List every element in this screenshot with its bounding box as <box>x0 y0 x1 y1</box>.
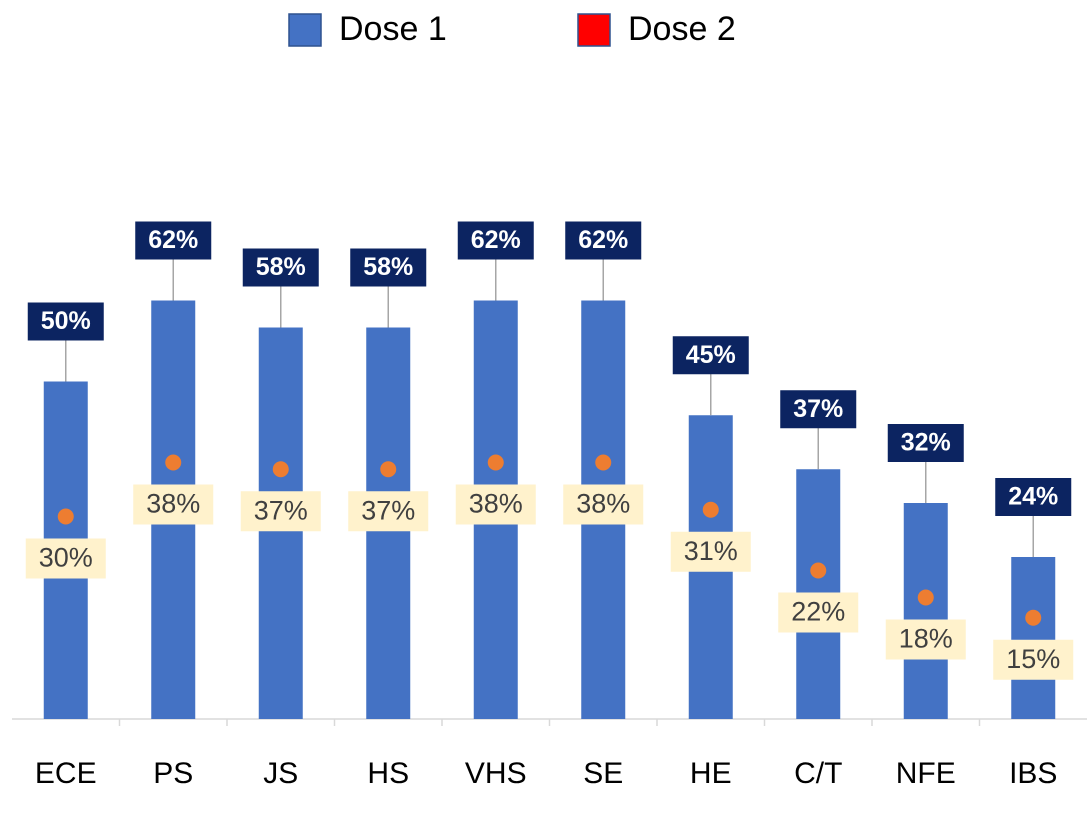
data-label: 37% <box>793 395 843 423</box>
data-label: 62% <box>471 226 521 254</box>
data-label: 50% <box>41 307 91 335</box>
x-tick-label: C/T <box>794 757 842 790</box>
data-label-box <box>995 478 1072 516</box>
legend-label: Dose 1 <box>339 10 447 48</box>
dot <box>702 501 719 518</box>
data-label: 38% <box>576 489 630 519</box>
data-label-box <box>242 248 319 287</box>
data-label-box <box>778 592 859 633</box>
data-label-box <box>25 538 106 579</box>
dot <box>917 589 934 606</box>
dot <box>165 454 182 471</box>
x-tick-label: NFE <box>896 757 956 790</box>
data-label: 37% <box>254 495 308 525</box>
data-label: 30% <box>39 543 93 573</box>
data-label: 24% <box>1008 483 1058 511</box>
data-label-box <box>135 221 212 260</box>
data-label-box <box>672 336 749 375</box>
dot <box>487 454 504 471</box>
data-label: 58% <box>363 253 413 281</box>
data-label: 31% <box>684 536 738 566</box>
data-label: 22% <box>791 597 845 627</box>
data-label-box <box>350 248 427 287</box>
data-label: 58% <box>256 253 306 281</box>
data-label-box <box>133 484 214 525</box>
x-tick-label: HE <box>690 757 732 790</box>
data-label: 38% <box>146 489 200 519</box>
dot <box>595 454 612 471</box>
data-label-box <box>240 491 321 532</box>
dot <box>1025 609 1042 626</box>
x-tick-label: PS <box>153 757 193 790</box>
bar <box>903 503 948 719</box>
data-label-box <box>27 302 104 341</box>
data-label-box <box>670 531 751 572</box>
x-tick-label: VHS <box>465 757 527 790</box>
dot <box>272 461 289 478</box>
legend-swatch <box>288 13 322 47</box>
x-tick-label: ECE <box>35 757 97 790</box>
data-label-box <box>457 221 534 260</box>
dot <box>57 508 74 525</box>
data-label: 45% <box>686 341 736 369</box>
legend-swatch <box>577 13 611 47</box>
data-label-box <box>455 484 536 525</box>
x-tick-label: SE <box>583 757 623 790</box>
x-tick-label: JS <box>263 757 298 790</box>
dot <box>810 562 827 579</box>
data-label-box <box>887 424 964 462</box>
legend-label: Dose 2 <box>628 10 736 48</box>
data-label: 32% <box>901 429 951 457</box>
dot <box>380 461 397 478</box>
data-label-box <box>993 639 1074 680</box>
bar <box>1011 557 1056 719</box>
data-label-box <box>885 619 966 660</box>
data-label: 62% <box>578 226 628 254</box>
data-label-box <box>780 390 857 429</box>
x-tick-label: IBS <box>1009 757 1057 790</box>
data-label-box <box>565 221 642 260</box>
data-label-box <box>348 491 429 532</box>
data-label: 15% <box>1006 644 1060 674</box>
data-label-box <box>563 484 644 525</box>
data-label: 38% <box>469 489 523 519</box>
data-label: 18% <box>899 624 953 654</box>
data-label: 62% <box>148 226 198 254</box>
data-label: 37% <box>361 495 415 525</box>
x-tick-label: HS <box>367 757 409 790</box>
